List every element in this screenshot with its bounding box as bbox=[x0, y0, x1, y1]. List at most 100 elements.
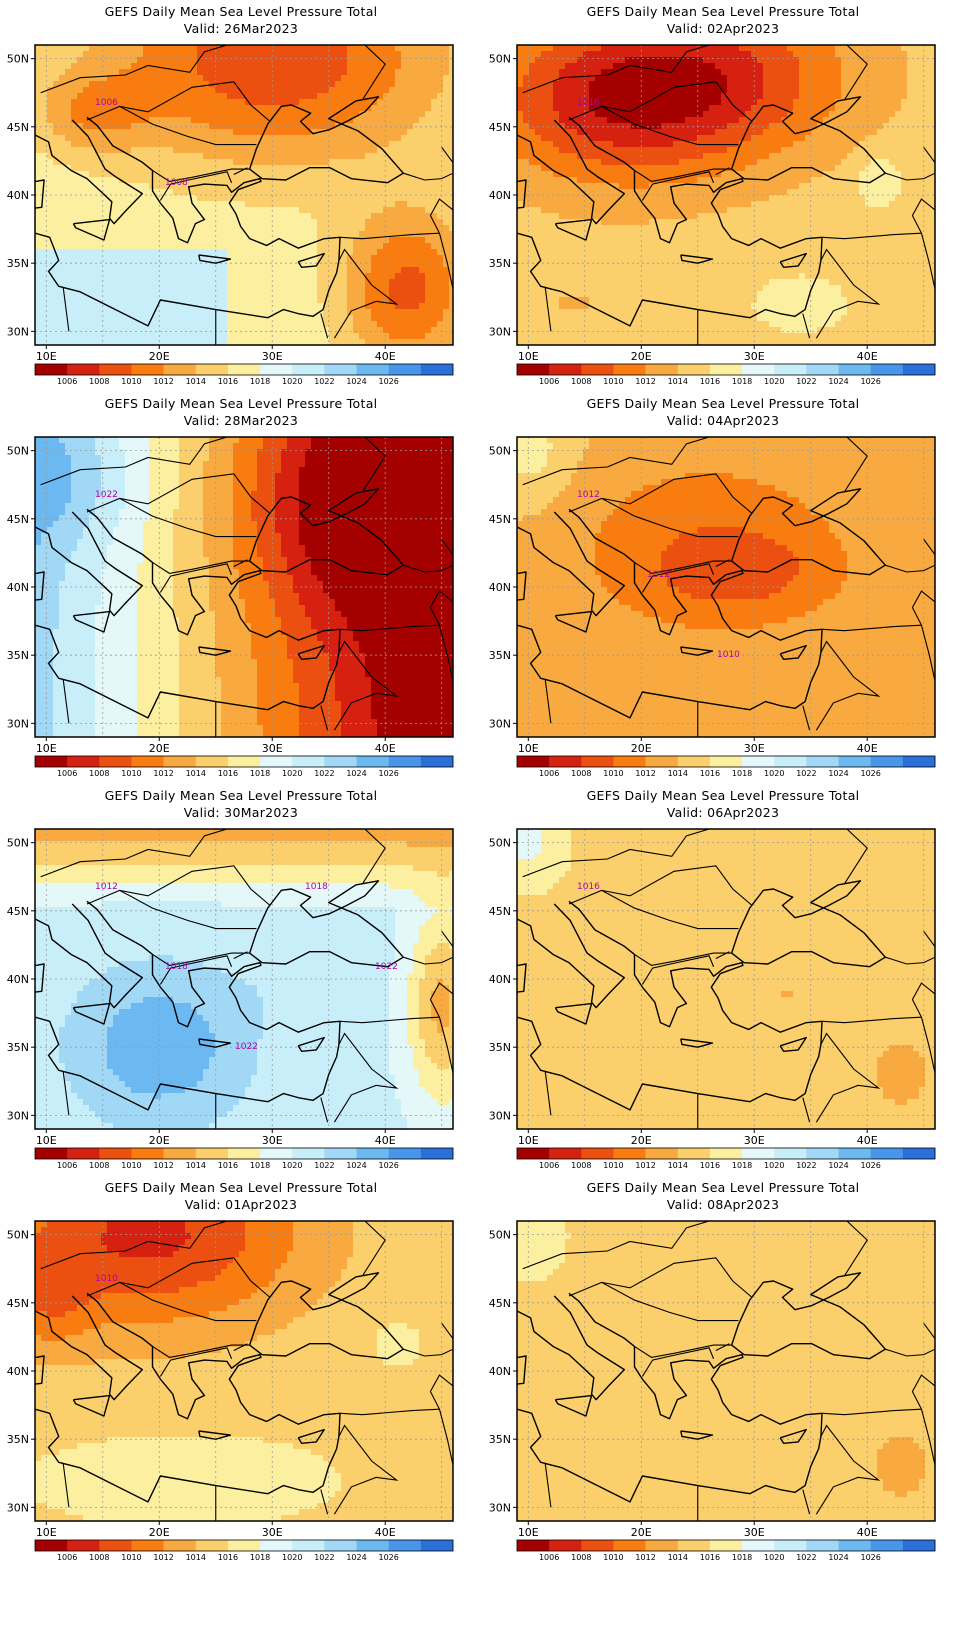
colorbar-swatch bbox=[260, 364, 293, 375]
colorbar-swatch bbox=[870, 756, 904, 767]
colorbar-swatch bbox=[356, 756, 389, 767]
lon-tick-label: 10E bbox=[518, 350, 539, 363]
colorbar-swatch bbox=[774, 756, 807, 767]
contour-label: 1016 bbox=[577, 882, 600, 892]
gridlines bbox=[35, 829, 453, 1129]
colorbar: 1006 1008 1010 1012 1014 1016 1018 1020 1022 1024… bbox=[34, 755, 454, 778]
colorbar-label: 1024 bbox=[828, 1161, 848, 1170]
colorbar-swatch bbox=[581, 364, 614, 375]
panel-valid-date: Valid: 26Mar2023 bbox=[0, 21, 482, 37]
colorbar-swatch bbox=[870, 364, 904, 375]
colorbar-label: 1016 bbox=[700, 769, 720, 778]
colorbar: 1006 1008 1010 1012 1014 1016 1018 1020 1022 1024… bbox=[516, 1147, 936, 1170]
colorbar-label: 1020 bbox=[282, 377, 302, 386]
pressure-field bbox=[35, 829, 453, 1129]
lat-tick-label: 40N bbox=[7, 581, 29, 594]
map-panel: GEFS Daily Mean Sea Level Pressure Total… bbox=[0, 1176, 482, 1586]
colorbar-swatch bbox=[549, 1540, 582, 1551]
panel-valid-date: Valid: 01Apr2023 bbox=[0, 1197, 482, 1213]
panel-valid-date: Valid: 02Apr2023 bbox=[482, 21, 964, 37]
colorbar-swatch bbox=[227, 756, 261, 767]
pressure-field bbox=[35, 1221, 453, 1521]
panel-valid-date: Valid: 28Mar2023 bbox=[0, 413, 482, 429]
lon-tick-label: 40E bbox=[857, 350, 878, 363]
lat-tick-label: 50N bbox=[489, 445, 511, 458]
borders bbox=[40, 829, 453, 1129]
lat-tick-label: 40N bbox=[7, 973, 29, 986]
lat-tick-label: 35N bbox=[489, 649, 511, 662]
colorbar-label: 1018 bbox=[250, 1161, 270, 1170]
colorbar-swatch bbox=[677, 1148, 711, 1159]
lat-tick-label: 45N bbox=[489, 121, 511, 134]
panel-title: GEFS Daily Mean Sea Level Pressure Total bbox=[482, 788, 964, 804]
colorbar-swatch bbox=[131, 1540, 164, 1551]
colorbar-label: 1010 bbox=[603, 377, 623, 386]
lat-tick-label: 50N bbox=[7, 53, 29, 66]
colorbar-label: 1016 bbox=[218, 1553, 238, 1562]
gridlines bbox=[517, 45, 935, 345]
borders bbox=[522, 829, 935, 1129]
map-panel: GEFS Daily Mean Sea Level Pressure Total… bbox=[482, 392, 964, 802]
panel-valid-date: Valid: 04Apr2023 bbox=[482, 413, 964, 429]
contour-label: 1016 bbox=[577, 98, 600, 108]
panel-title: GEFS Daily Mean Sea Level Pressure Total bbox=[482, 1180, 964, 1196]
colorbar-label: 1024 bbox=[346, 1161, 366, 1170]
colorbar-label: 1014 bbox=[186, 377, 206, 386]
colorbar-swatch bbox=[902, 756, 936, 767]
lon-tick-label: 20E bbox=[631, 350, 652, 363]
lon-tick-label: 20E bbox=[631, 742, 652, 755]
borders bbox=[40, 437, 453, 737]
colorbar-swatch bbox=[549, 364, 582, 375]
lon-tick-label: 40E bbox=[857, 1134, 878, 1147]
coastlines bbox=[35, 880, 453, 1111]
colorbar-swatch bbox=[195, 756, 229, 767]
colorbar-label: 1006 bbox=[57, 1161, 77, 1170]
colorbar-swatch bbox=[195, 364, 229, 375]
contour-label: 1006 bbox=[95, 98, 118, 108]
borders bbox=[40, 1221, 453, 1521]
contour-label: 1018 bbox=[305, 882, 328, 892]
colorbar-label: 1014 bbox=[186, 769, 206, 778]
borders bbox=[522, 1221, 935, 1521]
colorbar-swatch bbox=[806, 1540, 839, 1551]
colorbar-swatch bbox=[517, 1148, 550, 1159]
colorbar-label: 1020 bbox=[282, 1161, 302, 1170]
lon-tick-label: 40E bbox=[857, 742, 878, 755]
colorbar-label: 1014 bbox=[668, 769, 688, 778]
colorbar-swatch bbox=[324, 364, 357, 375]
coastlines bbox=[517, 488, 935, 719]
lon-tick-label: 20E bbox=[631, 1134, 652, 1147]
lat-tick-label: 35N bbox=[7, 1041, 29, 1054]
contour-label: 1010 bbox=[717, 650, 740, 660]
colorbar-swatch bbox=[517, 364, 550, 375]
colorbar-label: 1014 bbox=[186, 1553, 206, 1562]
colorbar-swatch bbox=[581, 1148, 614, 1159]
colorbar-swatch bbox=[677, 1540, 711, 1551]
colorbar-label: 1020 bbox=[282, 769, 302, 778]
colorbar-label: 1022 bbox=[796, 377, 816, 386]
colorbar-swatch bbox=[388, 756, 422, 767]
colorbar-label: 1010 bbox=[121, 377, 141, 386]
colorbar-swatch bbox=[420, 1540, 454, 1551]
lat-tick-label: 30N bbox=[489, 1501, 511, 1514]
lon-tick-label: 30E bbox=[744, 742, 765, 755]
colorbar-label: 1012 bbox=[635, 377, 655, 386]
map-panel: GEFS Daily Mean Sea Level Pressure Total… bbox=[482, 1176, 964, 1586]
colorbar-label: 1024 bbox=[828, 377, 848, 386]
colorbar: 1006 1008 1010 1012 1014 1016 1018 1020 1022 1024… bbox=[34, 1539, 454, 1562]
colorbar-swatch bbox=[356, 1540, 389, 1551]
colorbar-label: 1018 bbox=[732, 377, 752, 386]
panel-title: GEFS Daily Mean Sea Level Pressure Total bbox=[482, 4, 964, 20]
colorbar-label: 1016 bbox=[218, 769, 238, 778]
colorbar-label: 1014 bbox=[668, 377, 688, 386]
colorbar-label: 1014 bbox=[186, 1161, 206, 1170]
lon-tick-label: 10E bbox=[518, 1526, 539, 1539]
lon-tick-label: 20E bbox=[149, 742, 170, 755]
colorbar-swatch bbox=[388, 1148, 422, 1159]
colorbar-swatch bbox=[774, 1540, 807, 1551]
colorbar-label: 1026 bbox=[379, 377, 399, 386]
colorbar-swatch bbox=[131, 1148, 164, 1159]
